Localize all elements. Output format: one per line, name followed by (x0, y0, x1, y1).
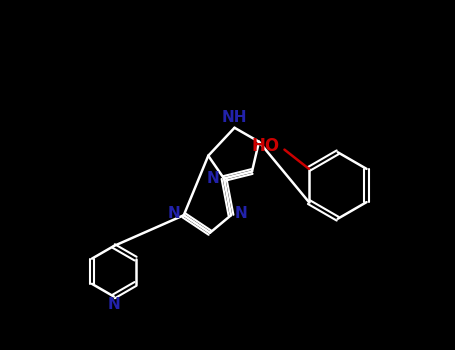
Text: N: N (108, 297, 121, 312)
Text: N: N (207, 171, 220, 186)
Text: NH: NH (222, 111, 247, 125)
Text: HO: HO (251, 137, 279, 155)
Text: N: N (167, 206, 180, 221)
Text: N: N (234, 206, 247, 221)
